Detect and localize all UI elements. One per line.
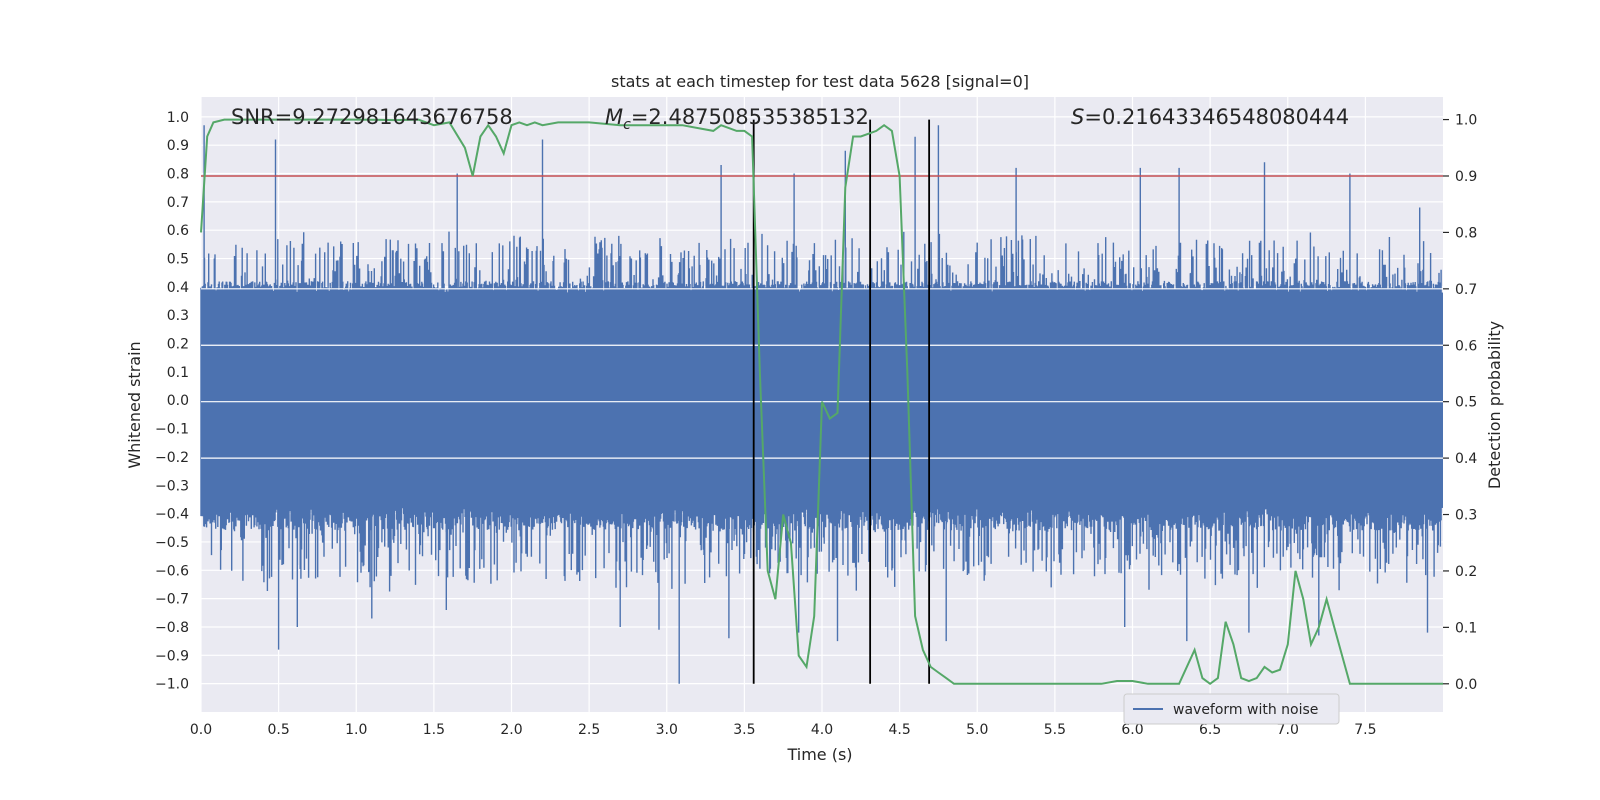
x-axis-ticks: 0.0 0.5 1.0 1.5 2.0 2.5 3.0 3.5 4.0 4.5 5.0 5.5 6.0 6…	[190, 722, 1377, 738]
chart-title: stats at each timestep for test data 562…	[611, 72, 1029, 91]
y-tick-label: −0.3	[155, 478, 189, 494]
y2-tick-label: 0.0	[1455, 677, 1477, 693]
y-tick-label: 0.2	[167, 337, 189, 353]
y-tick-label: 0.0	[167, 393, 189, 409]
y-tick-label: 1.0	[167, 110, 189, 126]
legend-box	[1123, 693, 1340, 725]
x-tick-label: 0.0	[190, 722, 212, 738]
x-tick-label: 1.5	[423, 722, 445, 738]
y-tick-label: 0.8	[167, 167, 189, 183]
y-tick-label: −0.7	[155, 592, 189, 608]
x-tick-label: 1.0	[345, 722, 367, 738]
x-tick-label: 6.0	[1121, 722, 1143, 738]
y2-tick-label: 0.3	[1455, 508, 1477, 524]
s-value: =0.21643346548080444	[1084, 105, 1349, 129]
x-tick-label: 5.5	[1044, 722, 1066, 738]
snr-annotation: SNR=9.272981643676758	[231, 105, 513, 129]
x-axis-label: Time (s)	[786, 745, 852, 764]
y2-tick-label: 0.4	[1455, 451, 1477, 467]
y2-tick-label: 0.6	[1455, 338, 1477, 354]
x-tick-label: 6.5	[1199, 722, 1221, 738]
y2-tick-label: 0.8	[1455, 225, 1477, 241]
s-annotation: S=0.21643346548080444	[1071, 105, 1349, 129]
y2-axis-ticks: 1.0 0.9 0.8 0.7 0.6 0.5 0.4 0.3 0.2 0.1 0.0	[1443, 113, 1477, 693]
x-tick-label: 2.0	[500, 722, 522, 738]
y-tick-label: −0.6	[155, 563, 189, 579]
y2-axis-label: Detection probability	[1485, 321, 1504, 489]
y-tick-label: −0.1	[155, 422, 189, 438]
y-tick-label: 0.5	[167, 252, 189, 268]
chirp-mass-annotation: Mc=2.487508535385132	[605, 105, 869, 133]
detection-probability-line	[200, 118, 1443, 686]
y2-tick-label: 0.1	[1455, 620, 1477, 636]
x-tick-label: 3.5	[733, 722, 755, 738]
x-tick-label: 4.5	[888, 722, 910, 738]
x-tick-label: 4.0	[811, 722, 833, 738]
y-axis-ticks: 1.0 0.9 0.8 0.7 0.6 0.5 0.4 0.3 0.2 0.1 0.0 −0.1 −0.…	[155, 110, 189, 693]
y-tick-label: 0.3	[167, 308, 189, 324]
y2-tick-label: 1.0	[1455, 113, 1477, 129]
x-tick-label: 0.5	[267, 722, 289, 738]
mc-symbol: M	[605, 105, 623, 129]
mc-value: =2.487508535385132	[631, 105, 869, 129]
y-tick-label: −1.0	[155, 677, 189, 693]
y-tick-label: 0.1	[167, 365, 189, 381]
s-symbol: S	[1071, 105, 1084, 129]
y-tick-label: 0.4	[167, 280, 189, 296]
y-axis-label: Whitened strain	[125, 341, 144, 468]
x-tick-label: 7.5	[1354, 722, 1376, 738]
x-tick-label: 2.5	[578, 722, 600, 738]
y2-tick-label: 0.7	[1455, 282, 1477, 298]
y-tick-label: 0.6	[167, 223, 189, 239]
x-tick-label: 7.0	[1277, 722, 1299, 738]
legend: waveform with noise	[1123, 693, 1340, 725]
y-tick-label: −0.5	[155, 535, 189, 551]
y-tick-label: −0.4	[155, 507, 189, 523]
y2-tick-label: 0.5	[1455, 395, 1477, 411]
mc-subscript: c	[623, 117, 631, 133]
x-tick-label: 3.0	[656, 722, 678, 738]
y-tick-label: −0.8	[155, 620, 189, 636]
y2-tick-label: 0.9	[1455, 169, 1477, 185]
y-tick-label: −0.9	[155, 648, 189, 664]
y2-tick-label: 0.2	[1455, 564, 1477, 580]
y-tick-label: −0.2	[155, 450, 189, 466]
legend-label: waveform with noise	[1173, 702, 1318, 718]
y-tick-label: 0.7	[167, 195, 189, 211]
y-tick-label: 0.9	[167, 138, 189, 154]
x-tick-label: 5.0	[966, 722, 988, 738]
